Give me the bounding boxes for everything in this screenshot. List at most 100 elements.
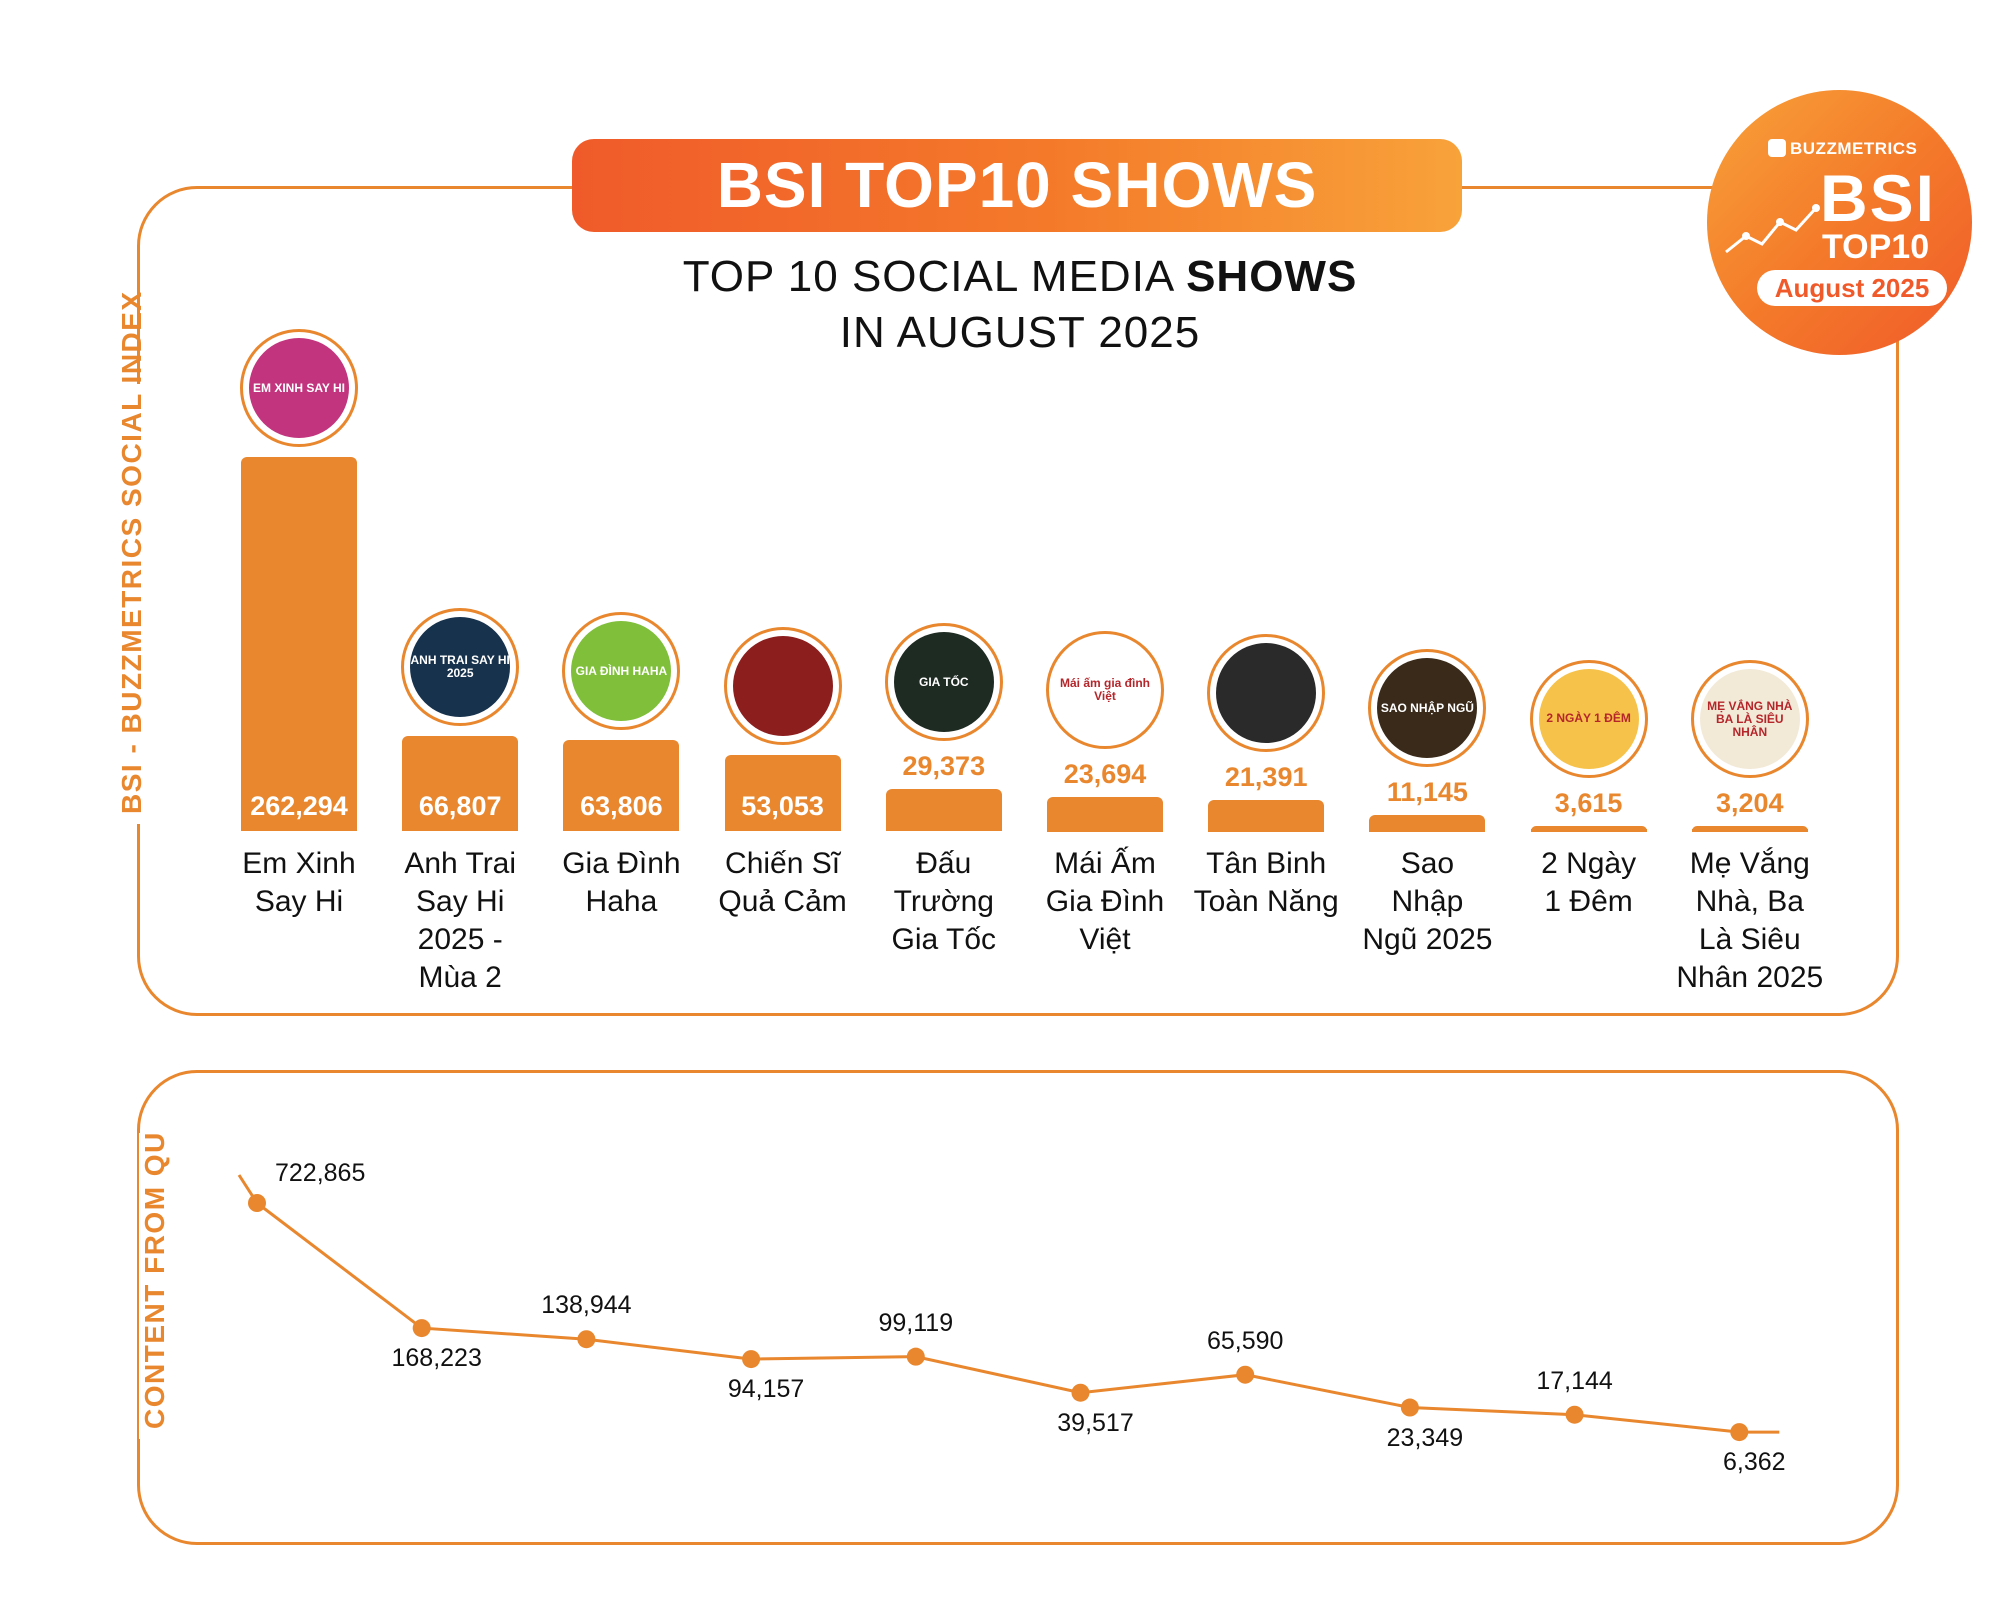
bar	[724, 755, 841, 831]
bar-baseline	[1047, 829, 1163, 832]
bar-value-label: 3,615	[1554, 787, 1623, 818]
category-label-line: 1 Đêm	[1544, 885, 1633, 918]
bar-value-label: 29,373	[902, 751, 986, 782]
line-point	[906, 1347, 925, 1366]
category-label-line: Em Xinh	[242, 847, 356, 880]
chart-subtitle-line-1: TOP 10 SOCIAL MEDIA SHOWS	[500, 252, 1540, 302]
line-point-label: 65,590	[1206, 1326, 1284, 1355]
gia-dinh-haha-logo: GIA ĐÌNH HAHA	[562, 612, 681, 731]
2-ngay-1-dem-logo: 2 NGÀY 1 ĐÊM	[1529, 659, 1648, 778]
bar-baseline	[1369, 829, 1486, 832]
bar-value-label: 63,806	[580, 791, 663, 821]
line-point	[248, 1194, 266, 1212]
bar-value-label: 23,694	[1063, 759, 1147, 790]
bar	[402, 735, 519, 831]
bar-value-label: 21,391	[1224, 762, 1308, 793]
bar	[563, 740, 680, 831]
category-label-line: Việt	[1079, 923, 1131, 956]
badge-trend-icon	[1725, 204, 1820, 254]
line-point	[742, 1350, 761, 1369]
line-point	[1565, 1405, 1584, 1424]
category-label-line: Sao	[1400, 847, 1455, 880]
subtitle-prefix: TOP 10 SOCIAL MEDIA	[682, 252, 1187, 301]
line-point-label: 6,362	[1723, 1448, 1786, 1477]
category-label: Gia Đình Haha	[536, 845, 706, 921]
category-label-line: Haha	[585, 885, 658, 918]
bar	[1208, 800, 1325, 831]
logo-art	[732, 636, 833, 737]
chart-subtitle-line-2: IN AUGUST 2025	[839, 308, 1201, 357]
category-label-line: Say Hi	[416, 885, 505, 918]
category-label: Mẹ Vắng Nhà, Ba Là Siêu Nhân 2025	[1665, 845, 1835, 997]
category-label-line: Mùa 2	[418, 961, 502, 994]
category-label-line: Toàn Năng	[1193, 885, 1339, 918]
category-label-line: Gia Đình	[562, 847, 681, 880]
category-label-line: Anh Trai	[404, 847, 517, 880]
category-label: Em Xinh Say Hi	[214, 845, 384, 921]
line-point-label: 17,144	[1536, 1366, 1613, 1395]
line-point	[1400, 1398, 1419, 1417]
bar	[1369, 815, 1486, 831]
bar-baseline	[1208, 829, 1325, 832]
bsi-badge	[1707, 90, 1972, 355]
line-point	[1071, 1383, 1090, 1402]
badge-brand: BUZZMETRICS	[1790, 139, 1918, 158]
buzzmetrics-icon	[1768, 139, 1786, 157]
category-label-line: Ngũ 2025	[1362, 923, 1493, 956]
badge-top: TOP10	[1822, 228, 1930, 266]
category-label-line: Nhập	[1391, 885, 1464, 918]
category-label-line: Nhân 2025	[1676, 961, 1824, 994]
line-series	[256, 1201, 1780, 1434]
bar	[885, 789, 1002, 831]
category-label-line: Mẹ Vắng	[1689, 847, 1810, 880]
logo-art: Mái ấm gia đình Việt	[1055, 640, 1155, 741]
line-point-label: 94,157	[727, 1375, 805, 1404]
bar-value-label: 66,807	[418, 791, 502, 821]
line-point	[412, 1319, 431, 1338]
category-label: Chiến Sĩ Quả Cảm	[698, 845, 868, 921]
category-label-line: Say Hi	[254, 885, 344, 918]
bar-value-label: 53,053	[741, 791, 824, 821]
category-label-line: Đấu	[916, 847, 972, 880]
line-point-label: 138,944	[541, 1291, 632, 1320]
logo-art: EM XINH SAY HI	[249, 338, 349, 438]
badge-name: BSI	[1820, 161, 1937, 235]
category-label: Tân Binh Toàn Năng	[1181, 845, 1351, 921]
line-chart-panel	[137, 1070, 1899, 1545]
category-label-line: Gia Tốc	[891, 923, 997, 956]
logo-art: GIA TỐC	[893, 632, 994, 733]
category-label-line: Trường	[893, 885, 994, 918]
page-title: BSI TOP10 SHOWS	[572, 139, 1462, 232]
line-point-label: 23,349	[1386, 1423, 1464, 1452]
category-label-line: 2025 -	[417, 923, 503, 956]
category-label-line: Quả Cảm	[718, 885, 847, 918]
bar	[1530, 825, 1647, 831]
bar	[1047, 797, 1163, 831]
bar	[1691, 826, 1808, 831]
bar-baseline	[1530, 829, 1647, 832]
mai-am-gia-dinh-viet-logo: Mái ấm gia đình Việt	[1046, 631, 1164, 750]
bar-value-label: 262,294	[250, 791, 348, 821]
sao-nhap-ngu-logo: SAO NHẬP NGŨ	[1368, 649, 1487, 768]
category-label-line: Mái Ấm	[1054, 847, 1156, 880]
bar-value-label: 3,204	[1716, 788, 1784, 819]
bar-value-label: 11,145	[1386, 777, 1468, 808]
chien-si-qua-cam-logo	[723, 627, 842, 746]
line-point-label: 168,223	[391, 1344, 482, 1373]
logo-art	[1216, 643, 1317, 744]
logo-art: MẸ VẮNG NHÀ BA LÀ SIÊU NHÂN	[1699, 669, 1800, 770]
line-point-label: 722,865	[275, 1159, 366, 1187]
category-label: Đấu Trường Gia Tốc	[859, 845, 1029, 959]
category-label: 2 Ngày 1 Đêm	[1504, 845, 1674, 921]
category-label-line: Chiến Sĩ	[725, 847, 841, 880]
logo-art: 2 NGÀY 1 ĐÊM	[1538, 668, 1639, 769]
category-label: Sao Nhập Ngũ 2025	[1342, 845, 1512, 959]
category-label-line: Tân Binh	[1206, 847, 1327, 880]
dau-truong-gia-toc-logo: GIA TỐC	[884, 623, 1003, 742]
line-point-label: 39,517	[1057, 1408, 1134, 1437]
category-label-line: Là Siêu	[1698, 923, 1801, 956]
subtitle-bold: SHOWS	[1186, 252, 1358, 301]
line-point	[1236, 1365, 1255, 1384]
logo-art: ANH TRAI SAY HI 2025	[410, 616, 511, 717]
